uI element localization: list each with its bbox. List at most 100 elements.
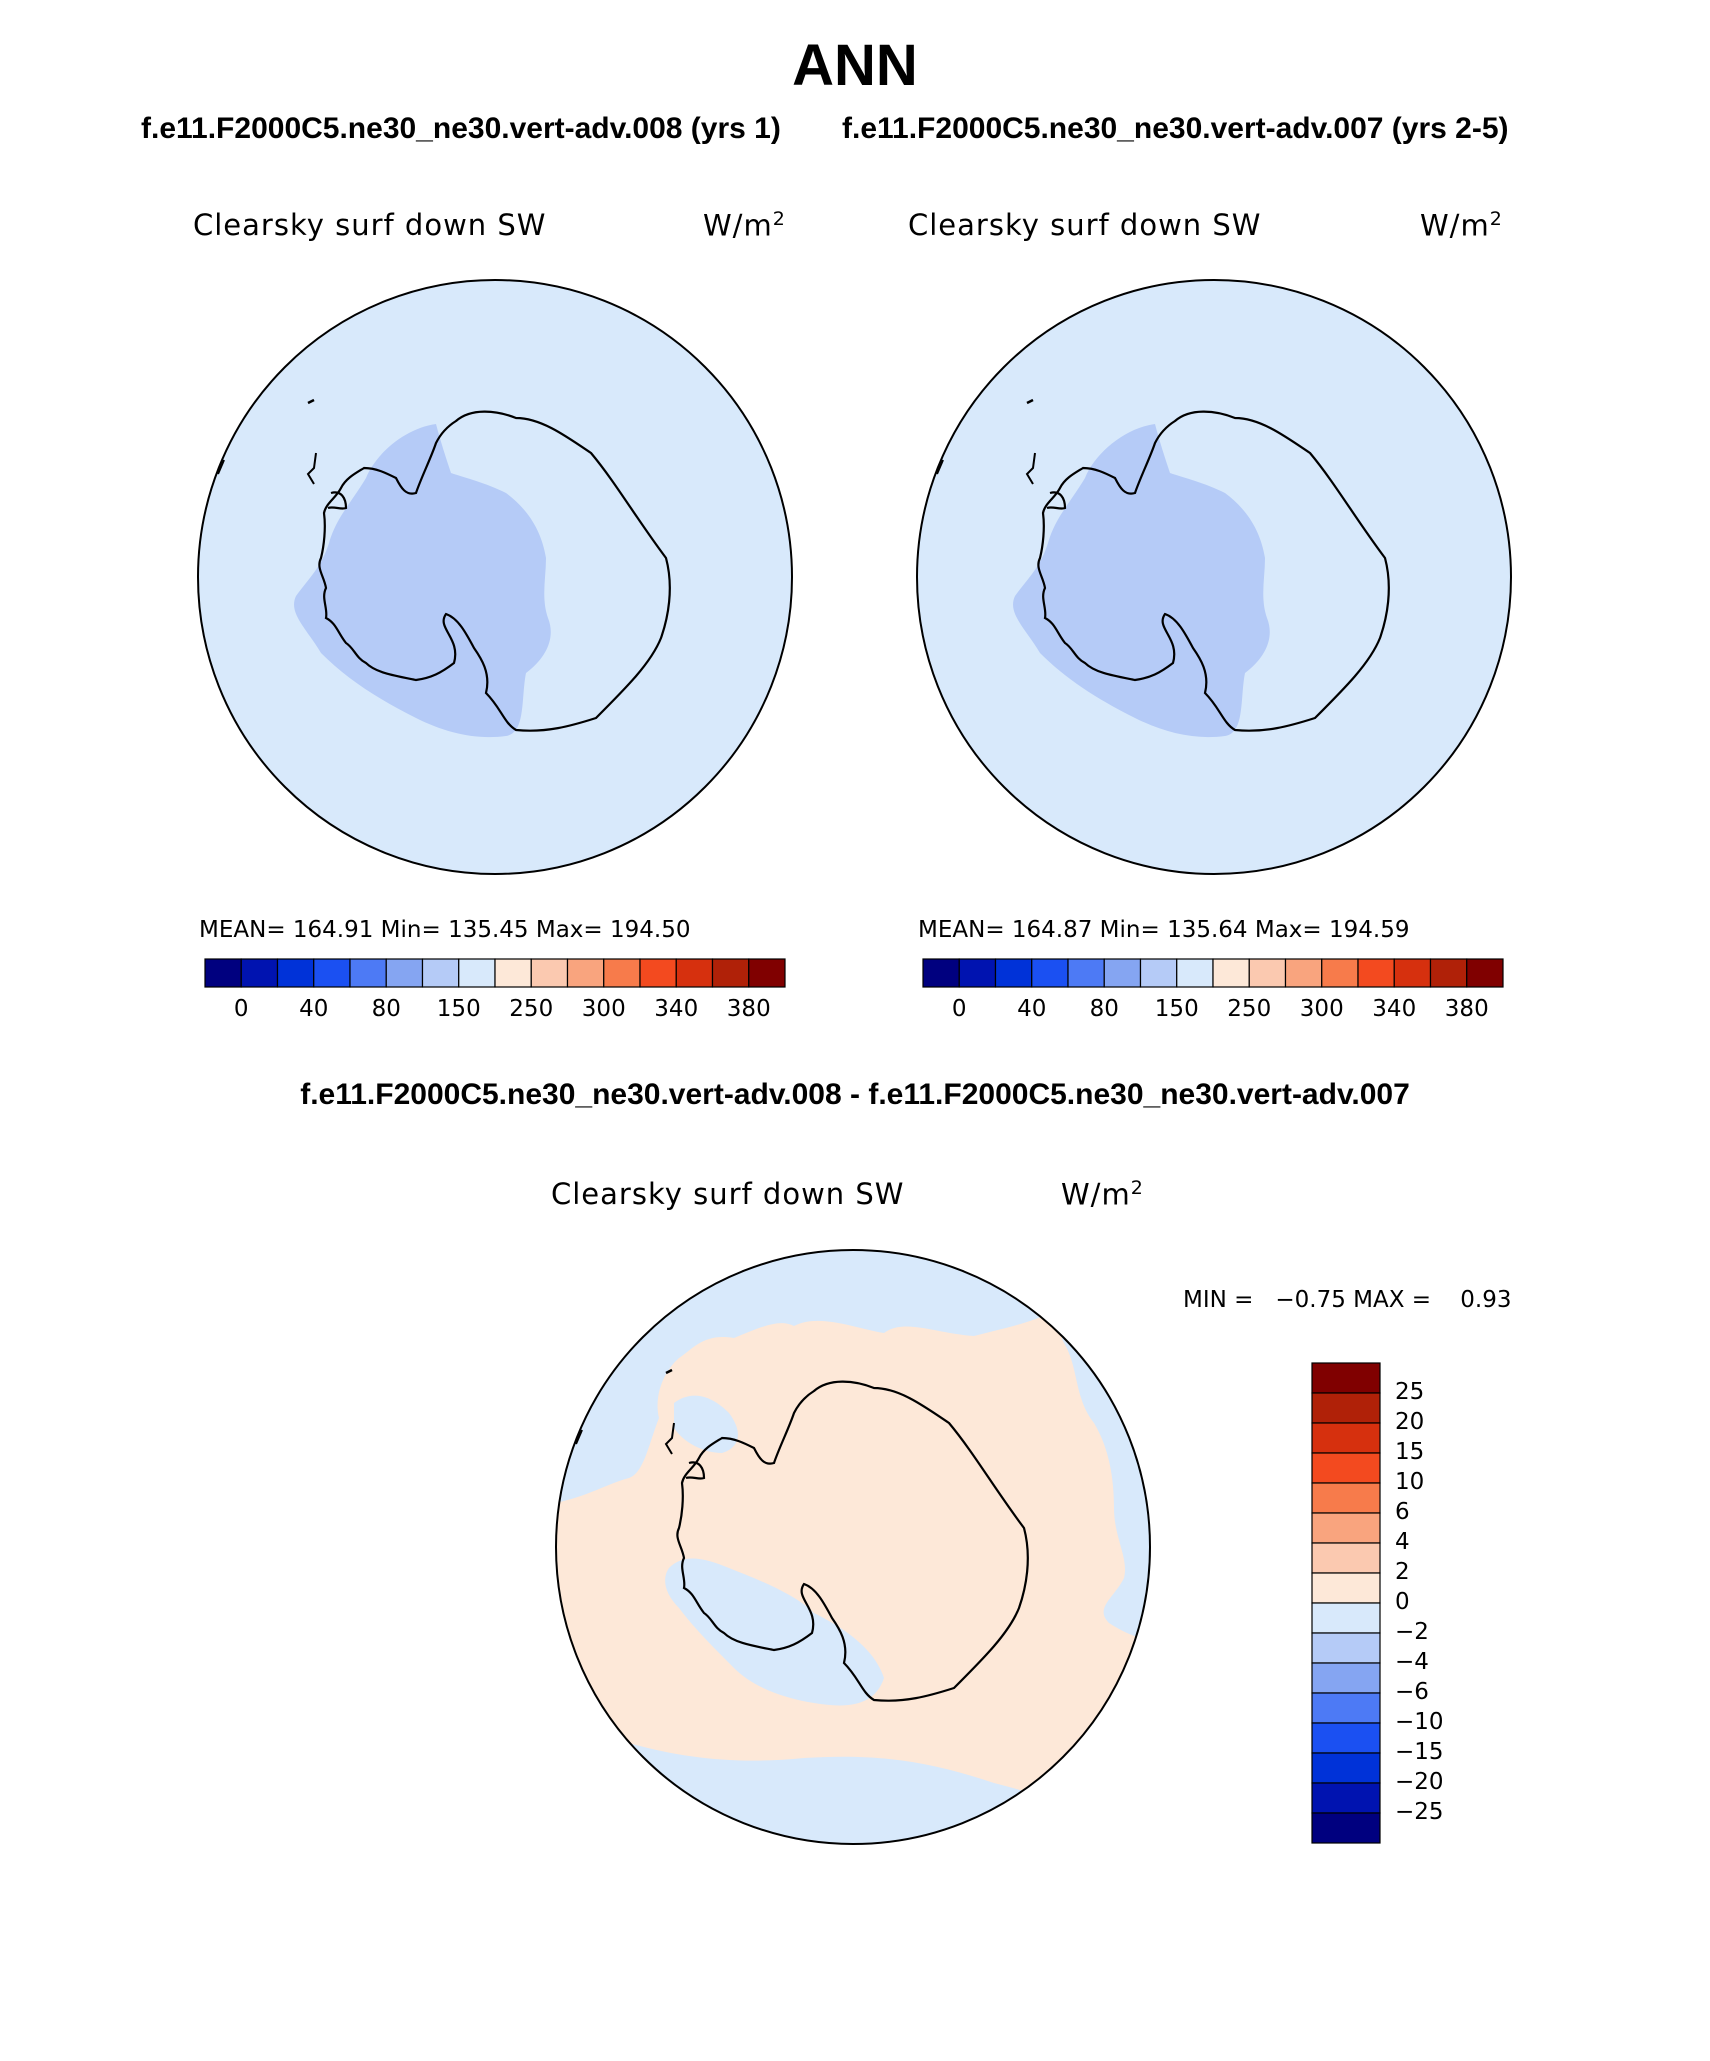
- panel2-colorbar-label: 300: [1299, 996, 1344, 1022]
- panel1-colorbar-box-12: [639, 958, 677, 988]
- panel2-colorbar-label: 80: [1089, 996, 1119, 1022]
- diff-colorbar-label: 6: [1395, 1499, 1410, 1525]
- panel1-peninsula-detail: [327, 491, 348, 510]
- case2-title: f.e11.F2000C5.ne30_ne30.vert-adv.007 (yr…: [842, 112, 1509, 145]
- panel2-colorbar-label: 250: [1227, 996, 1272, 1022]
- panel2-colorbar-box-5: [1103, 958, 1142, 988]
- panel1-colorbar-label: 150: [436, 996, 481, 1022]
- diff-colorbar-box-2: [1311, 1422, 1381, 1454]
- page-title: ANN: [792, 33, 918, 98]
- panel2-coastline: [1037, 410, 1390, 732]
- panel1-colorbar-box-2: [276, 958, 315, 988]
- diff-colorbar-box-7: [1311, 1572, 1381, 1604]
- diff-island: [665, 1368, 673, 1375]
- panel2-colorbar-label: 340: [1372, 996, 1417, 1022]
- diff-colorbar-box-4: [1311, 1482, 1381, 1514]
- panel1-colorbar-box-14: [711, 958, 750, 988]
- panel2-low-flux-region: [1013, 424, 1270, 738]
- panel1-peninsula-tip: [306, 452, 317, 485]
- panel2-stats: MEAN= 164.87 Min= 135.64 Max= 194.59: [918, 917, 1410, 943]
- diff-peninsula-detail: [685, 1461, 706, 1480]
- panel2-colorbar-box-0: [922, 958, 960, 988]
- diff-colorbar-label: 4: [1395, 1529, 1410, 1555]
- panel1-colorbar-label: 0: [233, 996, 249, 1022]
- panel1-colorbar: [204, 958, 786, 988]
- diff-colorbar-label: 10: [1395, 1469, 1425, 1495]
- panel1-colorbar-box-11: [603, 958, 641, 988]
- panel2-colorbar-box-15: [1466, 958, 1504, 988]
- panel2-polar-map: [916, 279, 1512, 875]
- panel2-colorbar-box-11: [1321, 958, 1359, 988]
- panel1-stats: MEAN= 164.91 Min= 135.45 Max= 194.50: [199, 917, 691, 943]
- diff-colorbar-box-11: [1311, 1692, 1381, 1724]
- panel1-south-america-tip: [217, 459, 225, 475]
- diff-south-america-tip: [575, 1429, 583, 1445]
- diff-colorbar-label: 0: [1395, 1589, 1410, 1615]
- diff-colorbar-box-14: [1311, 1782, 1381, 1814]
- panel2-colorbar-box-2: [994, 958, 1033, 988]
- panel1-colorbar-box-15: [748, 958, 786, 988]
- diff-negative-ross: [665, 1558, 884, 1706]
- panel2-colorbar: [922, 958, 1504, 988]
- diff-colorbar-label: 20: [1395, 1409, 1425, 1435]
- diff-peninsula-tip: [664, 1422, 675, 1455]
- panel1-colorbar-label: 250: [509, 996, 554, 1022]
- case1-title: f.e11.F2000C5.ne30_ne30.vert-adv.008 (yr…: [141, 112, 781, 145]
- diff-colorbar-box-1: [1311, 1392, 1381, 1424]
- panel2-units-label: W/m2: [1420, 208, 1503, 243]
- panel1-colorbar-box-4: [349, 958, 387, 988]
- panel2-colorbar-labels: 0 40 80 150 250 300 340 380: [922, 996, 1504, 1026]
- diff-colorbar-label: −6: [1395, 1679, 1429, 1705]
- panel1-colorbar-box-10: [566, 958, 605, 988]
- panel1-colorbar-label: 340: [654, 996, 699, 1022]
- panel2-south-america-tip: [936, 459, 944, 475]
- diff-colorbar-label: −10: [1395, 1709, 1444, 1735]
- panel2-colorbar-box-13: [1393, 958, 1432, 988]
- panel2-colorbar-label: 40: [1017, 996, 1047, 1022]
- panel1-colorbar-box-6: [421, 958, 460, 988]
- diff-colorbar-label: −2: [1395, 1619, 1429, 1645]
- diff-colorbar-box-3: [1311, 1452, 1381, 1484]
- diff-variable-label: Clearsky surf down SW: [551, 1177, 905, 1211]
- diff-colorbar-box-6: [1311, 1542, 1381, 1574]
- diff-colorbar-box-9: [1311, 1632, 1381, 1664]
- panel2-colorbar-box-6: [1139, 958, 1178, 988]
- panel2-colorbar-box-9: [1248, 958, 1287, 988]
- panel1-colorbar-box-3: [313, 958, 351, 988]
- diff-colorbar-box-10: [1311, 1662, 1381, 1694]
- panel2-colorbar-box-4: [1067, 958, 1105, 988]
- diff-colorbar-label: −20: [1395, 1769, 1444, 1795]
- diff-colorbar: [1311, 1362, 1381, 1844]
- diff-colorbar-box-15: [1311, 1812, 1381, 1844]
- panel2-island: [1026, 398, 1034, 405]
- panel1-colorbar-label: 40: [299, 996, 329, 1022]
- panel1-colorbar-label: 80: [371, 996, 401, 1022]
- diff-colorbar-box-13: [1311, 1752, 1381, 1784]
- panel2-colorbar-box-10: [1284, 958, 1323, 988]
- panel2-colorbar-box-14: [1429, 958, 1468, 988]
- panel1-coastline: [318, 410, 671, 732]
- diff-colorbar-label: 25: [1395, 1379, 1425, 1405]
- panel1-colorbar-box-5: [385, 958, 424, 988]
- diff-coastline: [676, 1380, 1029, 1702]
- panel1-low-flux-region: [294, 424, 551, 738]
- panel2-peninsula-detail: [1046, 491, 1067, 510]
- difference-title: f.e11.F2000C5.ne30_ne30.vert-adv.008 - f…: [300, 1078, 1410, 1111]
- panel1-colorbar-label: 380: [726, 996, 771, 1022]
- panel1-colorbar-box-1: [240, 958, 279, 988]
- diff-polar-map: [555, 1249, 1151, 1845]
- panel1-variable-label: Clearsky surf down SW: [193, 208, 547, 242]
- panel2-colorbar-box-1: [958, 958, 997, 988]
- panel1-polar-map: [197, 279, 793, 875]
- panel2-colorbar-box-3: [1031, 958, 1069, 988]
- panel2-colorbar-label: 150: [1154, 996, 1199, 1022]
- panel1-island: [307, 398, 315, 405]
- panel2-variable-label: Clearsky surf down SW: [908, 208, 1262, 242]
- diff-colorbar-box-5: [1311, 1512, 1381, 1544]
- panel1-colorbar-box-0: [204, 958, 242, 988]
- diff-colorbar-label: −15: [1395, 1739, 1444, 1765]
- diff-colorbar-box-0: [1311, 1362, 1381, 1394]
- diff-minmax: MIN = −0.75 MAX = 0.93: [1183, 1287, 1512, 1313]
- panel1-colorbar-labels: 0 40 80 150 250 300 340 380: [204, 996, 786, 1026]
- panel2-colorbar-label: 0: [951, 996, 967, 1022]
